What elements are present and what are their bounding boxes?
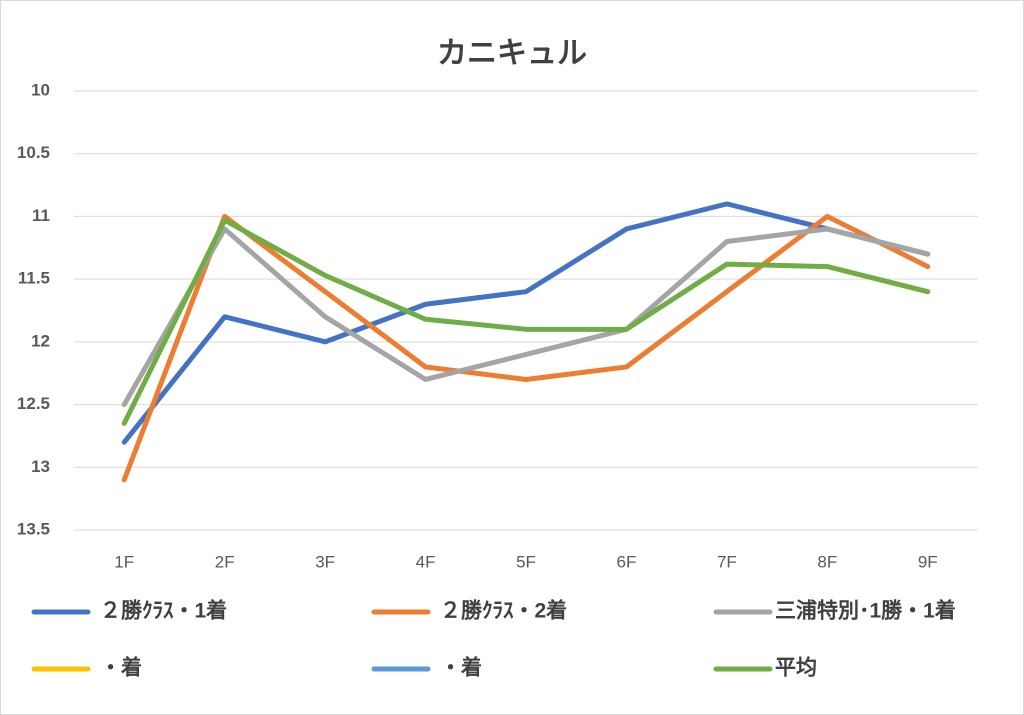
legend-label: ２勝ｸﾗｽ・1着 [100,599,227,623]
y-tick-label: 12 [31,331,50,350]
x-tick-label: 7F [717,552,737,571]
y-tick-label: 11.5 [18,269,50,288]
chart-title: カニキュル [437,37,587,70]
legend-label: ・着 [440,656,482,680]
legend-label: 三浦特別･1勝・1着 [775,599,956,623]
legend-label: 平均 [775,656,817,680]
y-tick-label: 10.5 [17,143,50,162]
series-line [121,213,931,483]
y-tick-label: 10 [31,80,50,99]
x-tick-label: 3F [315,552,335,571]
y-tick-label: 13 [31,457,50,476]
x-tick-label: 9F [918,552,938,571]
legend-label: ２勝ｸﾗｽ・2着 [440,599,567,623]
y-tick-label: 13.5 [17,519,50,538]
y-tick-label: 11 [32,206,50,225]
series-line [121,226,931,408]
y-tick-label: 12.5 [17,394,50,413]
legend-label: ・着 [100,656,142,680]
x-tick-label: 1F [114,552,134,571]
x-tick-label: 6F [617,552,637,571]
x-tick-label: 8F [817,552,837,571]
x-tick-label: 4F [416,552,436,571]
series-line [121,217,931,426]
x-tick-label: 5F [516,552,536,571]
series-line [121,201,931,445]
x-tick-label: 2F [215,552,235,571]
